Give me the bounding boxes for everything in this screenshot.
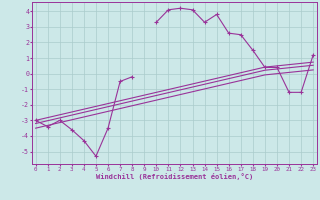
X-axis label: Windchill (Refroidissement éolien,°C): Windchill (Refroidissement éolien,°C)	[96, 173, 253, 180]
